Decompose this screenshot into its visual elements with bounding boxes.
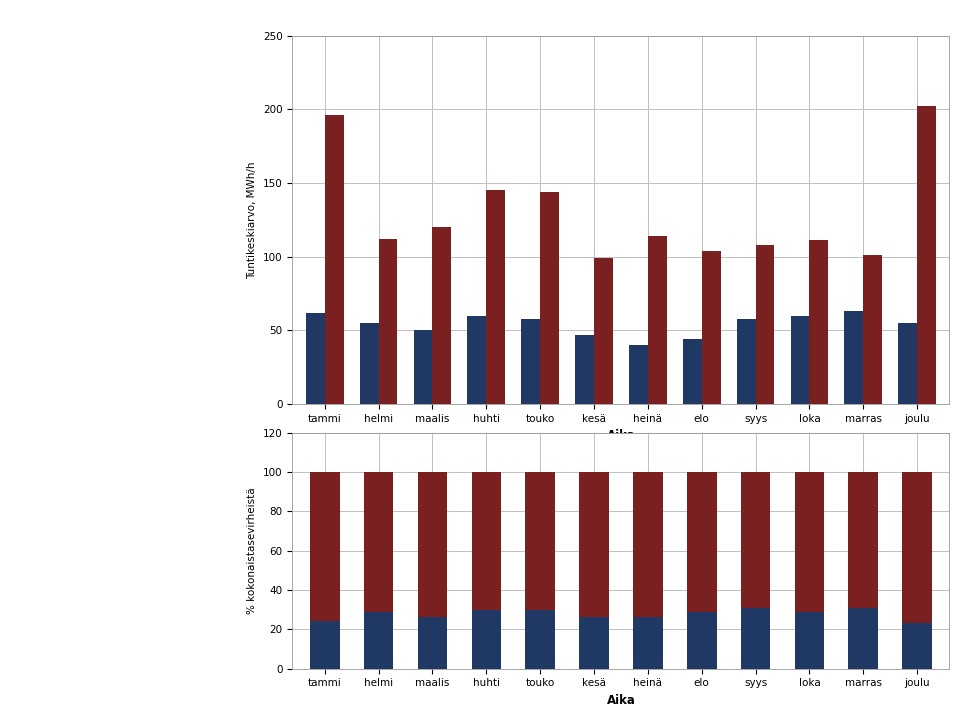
Bar bbox=[433, 227, 452, 404]
Bar bbox=[306, 312, 325, 404]
Bar bbox=[310, 621, 339, 669]
Bar bbox=[809, 240, 829, 404]
Bar bbox=[310, 472, 339, 621]
Bar bbox=[418, 618, 447, 669]
Bar bbox=[325, 115, 343, 404]
Y-axis label: Tuntikeskiarvo, MWh/h: Tuntikeskiarvo, MWh/h bbox=[247, 161, 257, 279]
Bar bbox=[849, 472, 878, 608]
X-axis label: Aika: Aika bbox=[606, 694, 636, 707]
Bar bbox=[486, 190, 505, 404]
Bar bbox=[540, 192, 559, 404]
Bar bbox=[845, 311, 863, 404]
Bar bbox=[379, 239, 397, 404]
Bar bbox=[737, 319, 756, 404]
Bar bbox=[472, 472, 502, 609]
Bar bbox=[702, 251, 720, 404]
X-axis label: Aika: Aika bbox=[606, 429, 636, 443]
Bar bbox=[579, 472, 609, 618]
Bar bbox=[363, 611, 393, 669]
Bar bbox=[579, 618, 609, 669]
Bar bbox=[526, 609, 555, 669]
Bar bbox=[522, 319, 540, 404]
Bar bbox=[633, 618, 663, 669]
Bar bbox=[756, 245, 775, 404]
Bar bbox=[629, 345, 648, 404]
Bar bbox=[418, 472, 447, 618]
Bar bbox=[902, 472, 932, 623]
Bar bbox=[575, 335, 594, 404]
Bar bbox=[899, 323, 917, 404]
Bar bbox=[795, 472, 824, 611]
Bar bbox=[648, 236, 667, 404]
Bar bbox=[790, 315, 809, 404]
Y-axis label: % kokonaistasevirheistä: % kokonaistasevirheistä bbox=[247, 487, 257, 614]
Bar bbox=[467, 315, 486, 404]
Bar bbox=[413, 330, 433, 404]
Legend: TUOTANTOTASEEN  TASESHÄHKÖ, neton itseisarvo, MWh/h, KULUTUSTASEEN  TASESHÄHKÖ, : TUOTANTOTASEEN TASESHÄHKÖ, neton itseisa… bbox=[297, 457, 604, 481]
Bar bbox=[594, 258, 613, 404]
Bar bbox=[683, 339, 702, 404]
Bar bbox=[863, 255, 882, 404]
Bar bbox=[795, 611, 824, 669]
Bar bbox=[740, 608, 770, 669]
Bar bbox=[902, 623, 932, 669]
Bar bbox=[687, 472, 716, 611]
Bar bbox=[472, 609, 502, 669]
Bar bbox=[849, 608, 878, 669]
Bar bbox=[740, 472, 770, 608]
Bar bbox=[526, 472, 555, 609]
Bar bbox=[363, 472, 393, 611]
Bar bbox=[360, 323, 379, 404]
Bar bbox=[633, 472, 663, 618]
Bar bbox=[917, 107, 936, 404]
Bar bbox=[687, 611, 716, 669]
